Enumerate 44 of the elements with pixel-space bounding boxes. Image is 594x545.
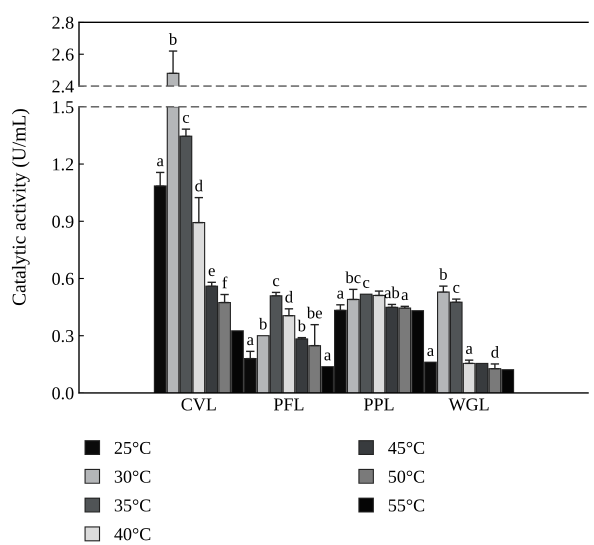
data-label: a [324, 352, 332, 360]
data-label: a [247, 337, 254, 346]
data-label: a [466, 346, 473, 354]
data-label: a [157, 158, 164, 166]
data-label: d [195, 180, 203, 192]
x-tick-label: CVL [182, 398, 216, 411]
data-label: c [363, 280, 370, 288]
data-label: b [168, 33, 177, 45]
y-tick-label: 1.5 [53, 101, 74, 114]
data-label: bc [345, 271, 361, 284]
data-label: a [402, 292, 408, 300]
data-label: c [272, 278, 280, 286]
legend-label: 50°C [388, 470, 424, 483]
data-label: a [337, 290, 344, 299]
data-label: ab [384, 286, 400, 298]
y-tick-label: 0.9 [52, 216, 74, 228]
data-label: d [285, 290, 293, 303]
data-label: c [453, 284, 460, 293]
data-label: be [306, 306, 322, 318]
legend-label: 55°C [388, 499, 424, 512]
legend-label: 25°C [114, 442, 150, 454]
x-tick-label: WGL [448, 398, 489, 411]
data-label: f [222, 276, 228, 288]
x-tick-label: PPL [364, 398, 394, 410]
y-tick-label: 2.6 [52, 48, 74, 61]
data-label: b [258, 318, 267, 330]
legend-label: 35°C [114, 499, 150, 512]
legend-label: 40°C [114, 528, 150, 540]
y-tick-label: 0.0 [52, 387, 74, 400]
x-tick-label: PFL [274, 398, 304, 410]
y-axis-title: Catalytic activity (U/mL) [12, 109, 30, 306]
y-tick-label: 0.6 [52, 272, 74, 286]
data-label: b [298, 320, 306, 332]
data-label: e [208, 268, 215, 276]
data-label: c [182, 114, 190, 123]
legend-label: 30°C [114, 470, 150, 483]
y-tick-label: 2.8 [52, 16, 74, 29]
y-tick-label: 0.3 [52, 330, 74, 342]
data-label: d [491, 346, 499, 358]
data-label: a [427, 348, 434, 356]
y-tick-label: 2.4 [52, 80, 74, 93]
data-label: b [439, 268, 447, 280]
y-tick-label: 1.2 [53, 158, 74, 171]
legend-label: 45°C [388, 442, 424, 454]
